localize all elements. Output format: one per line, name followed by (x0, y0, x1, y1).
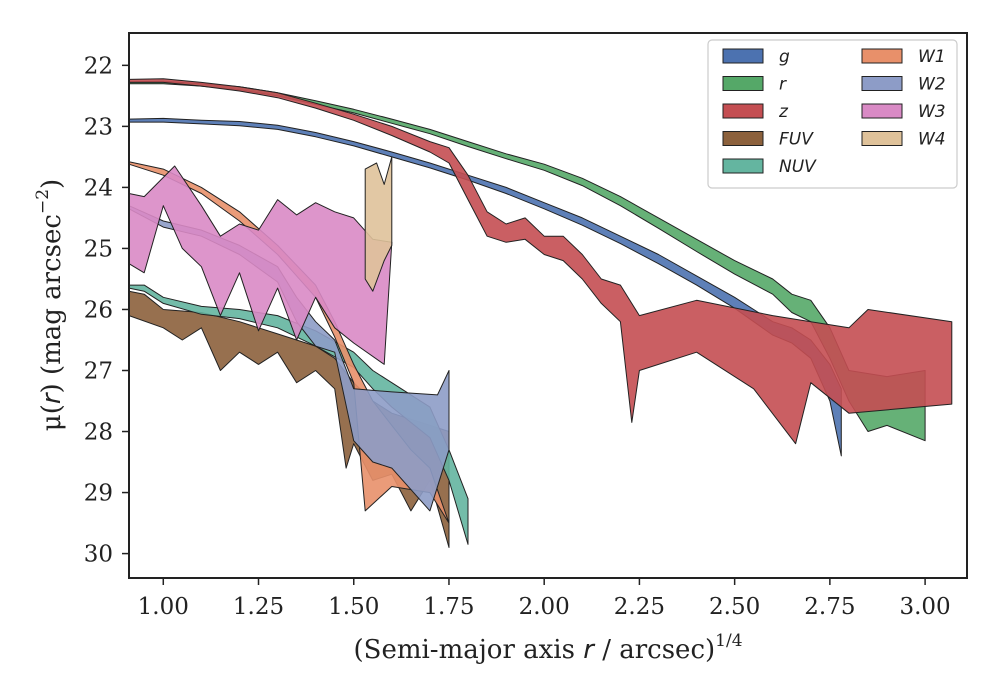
x-tick-label: 1.00 (138, 594, 189, 620)
profile-bands (128, 78, 953, 548)
y-tick-label: 26 (84, 297, 113, 323)
x-tick-label: 1.50 (328, 594, 379, 620)
x-tick-label: 2.25 (614, 594, 665, 620)
legend-swatch-w1 (861, 48, 903, 64)
legend-label-nuv: NUV (779, 157, 817, 177)
band-g (128, 117, 842, 457)
x-tick-label: 3.00 (899, 594, 950, 620)
y-tick-label: 23 (84, 114, 113, 140)
plot-frame (128, 32, 968, 579)
legend-swatch-r (722, 76, 764, 91)
band-z (128, 78, 953, 445)
legend-swatch-w2 (861, 76, 903, 91)
legend-label-z: z (778, 102, 789, 122)
x-tick-label: 2.00 (519, 594, 570, 620)
band-r (128, 80, 926, 442)
x-tick-label: 2.50 (709, 594, 760, 620)
legend-label-r: r (779, 75, 787, 95)
y-axis-ticks: 22 23 24 25 26 27 28 29 30 (84, 53, 129, 568)
legend-label-w4: W4 (918, 130, 946, 150)
y-tick-label: 24 (84, 175, 113, 201)
legend-label-w3: W3 (918, 102, 946, 122)
legend-label-fuv: FUV (779, 130, 814, 150)
x-tick-label: 1.25 (233, 594, 284, 620)
legend-swatch-z (722, 103, 764, 119)
legend: grz FUV NUV W1 W2 W3 W4 (707, 39, 958, 189)
legend-swatch-g (722, 48, 764, 64)
y-tick-label: 29 (84, 481, 113, 507)
x-axis-label: (Semi-major axis r / arcsec)1/4 (353, 631, 742, 665)
legend-swatch-fuv (722, 131, 764, 146)
y-axis-label: μ(r) (mag arcsec−2) (33, 179, 67, 431)
band-w3 (128, 165, 393, 365)
legend-swatch-nuv (722, 158, 764, 174)
x-tick-label: 1.75 (423, 594, 474, 620)
y-tick-label: 22 (84, 53, 113, 79)
x-axis-ticks: 1.00 1.25 1.50 1.75 2.00 2.25 2.50 2.75 3.00 (138, 578, 951, 620)
legend-label-w2: W2 (918, 75, 946, 95)
legend-label-w1: W1 (918, 47, 946, 67)
y-tick-label: 27 (84, 358, 113, 384)
y-tick-label: 28 (84, 420, 113, 446)
legend-swatch-w3 (861, 103, 903, 119)
legend-swatch-w4 (861, 131, 903, 146)
band-w4 (364, 156, 393, 292)
legend-label-g: g (779, 47, 790, 67)
y-tick-label: 25 (84, 236, 113, 262)
x-tick-label: 2.75 (804, 594, 855, 620)
y-tick-label: 30 (84, 542, 113, 568)
